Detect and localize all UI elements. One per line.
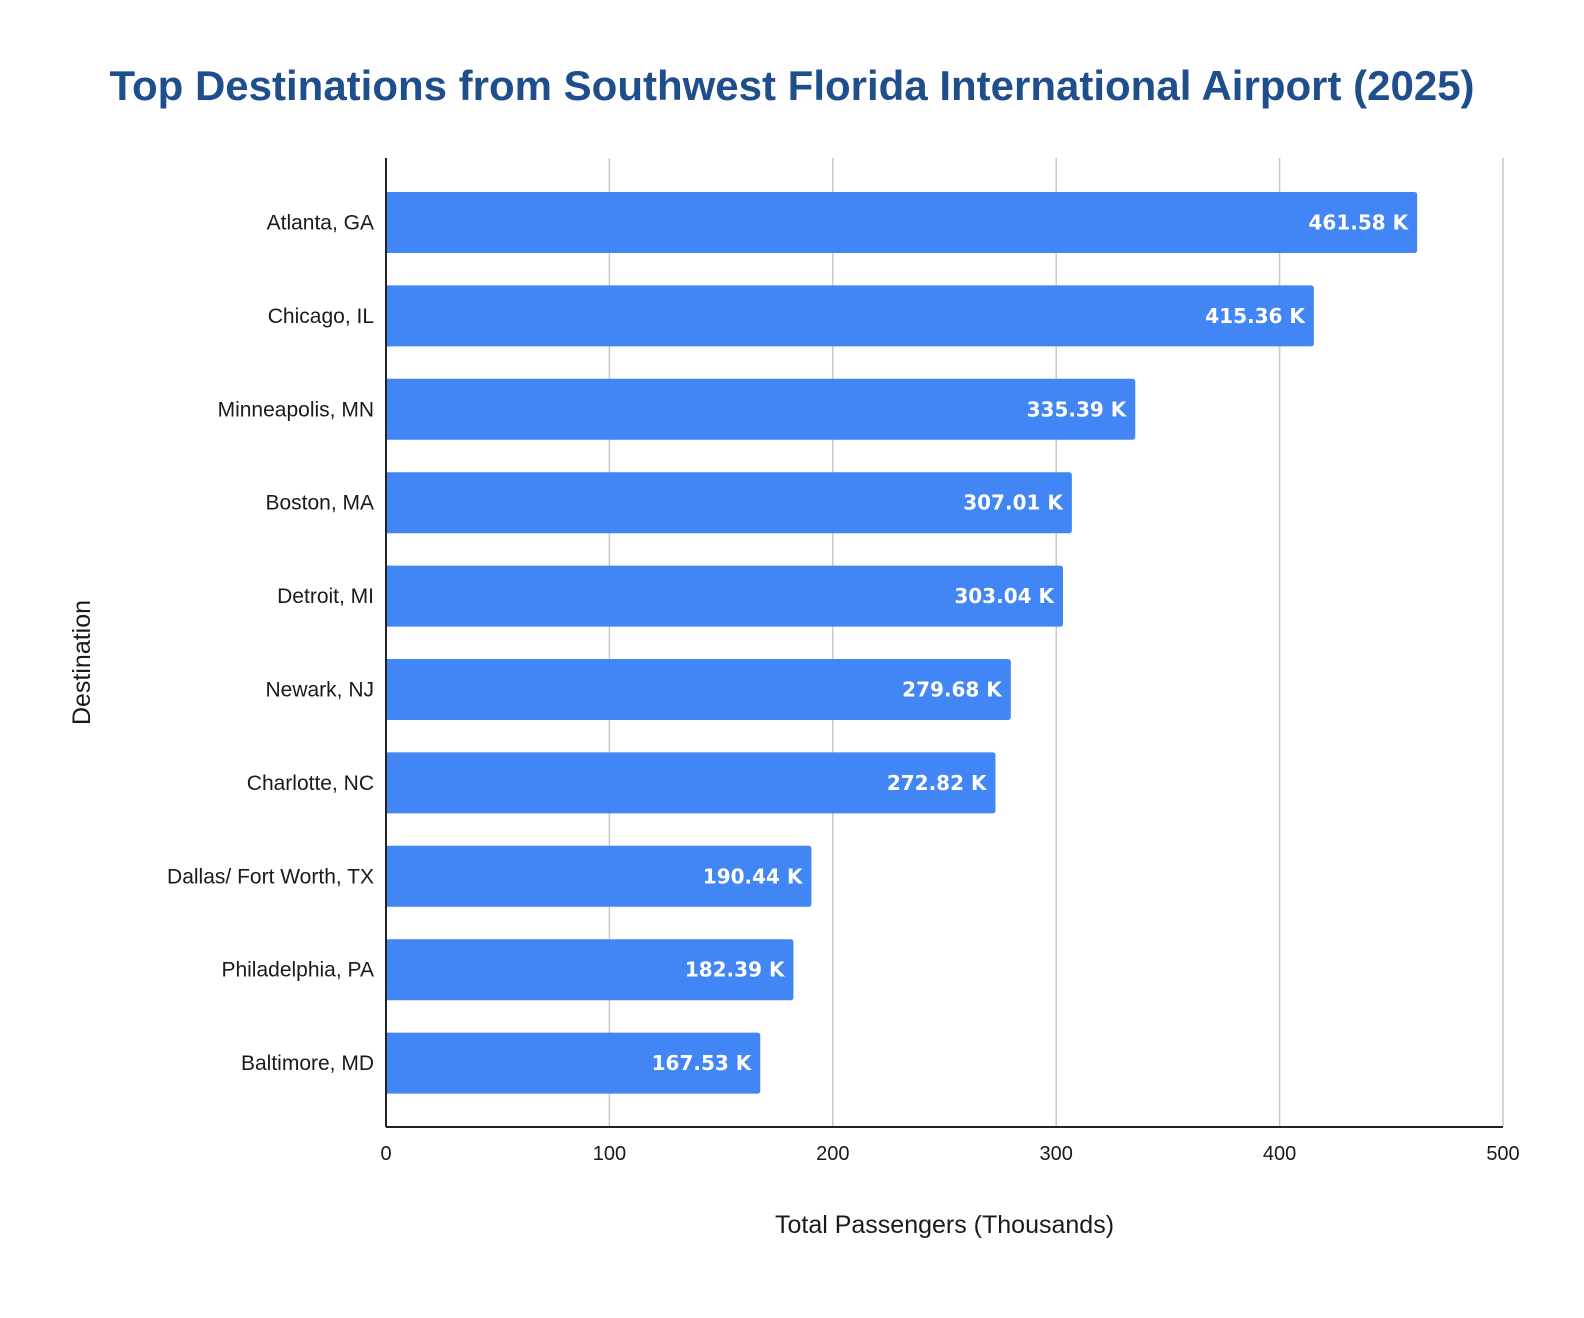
bar-baltimore-md (386, 1032, 761, 1094)
category-label-minneapolis-mn: Minneapolis, MN (218, 398, 374, 421)
data-label-detroit-mi: 303.04 K (954, 584, 1055, 608)
bar-detroit-mi (386, 565, 1063, 627)
bar-newark-nj (386, 659, 1011, 720)
x-tick-label-200: 200 (816, 1143, 849, 1165)
category-label-baltimore-md: Baltimore, MD (241, 1052, 374, 1075)
data-label-baltimore-md: 167.53 K (652, 1051, 753, 1075)
x-axis-title: Total Passengers (Thousands) (775, 1211, 1114, 1239)
category-label-charlotte-nc: Charlotte, NC (247, 772, 374, 795)
data-label-minneapolis-mn: 335.39 K (1027, 397, 1128, 421)
data-label-boston-ma: 307.01 K (963, 491, 1064, 515)
x-tick-label-400: 400 (1263, 1143, 1296, 1165)
bar-boston-ma (386, 472, 1072, 534)
bar-chicago-il (386, 285, 1314, 347)
bar-charlotte-nc (386, 752, 996, 814)
data-label-charlotte-nc: 272.82 K (887, 771, 988, 795)
data-label-philadelphia-pa: 182.39 K (685, 958, 786, 982)
bar-dallas-fort-worth-tx (386, 845, 812, 907)
y-axis-title: Destination (68, 600, 96, 725)
category-label-dallas-fort-worth-tx: Dallas/ Fort Worth, TX (167, 865, 374, 888)
y-category-labels: Atlanta, GA Chicago, IL Minneapolis, MN Bos… (167, 212, 374, 1076)
category-label-boston-ma: Boston, MA (265, 492, 374, 515)
data-label-atlanta-ga: 461.58 K (1309, 211, 1410, 235)
data-label-chicago-il: 415.36 K (1205, 304, 1306, 328)
chart-title: Top Destinations from Southwest Florida … (109, 62, 1475, 109)
x-tick-label-100: 100 (593, 1143, 626, 1165)
bars (386, 192, 1418, 1094)
data-labels: 461.58 K 415.36 K 335.39 K 307.01 K 303.04 K… (652, 211, 1410, 1076)
bar-atlanta-ga (386, 192, 1418, 253)
axes (385, 158, 1503, 1128)
bar-minneapolis-mn (386, 378, 1136, 440)
category-label-philadelphia-pa: Philadelphia, PA (221, 959, 374, 982)
x-tick-label-500: 500 (1486, 1143, 1519, 1165)
category-label-newark-nj: Newark, NJ (265, 679, 374, 702)
bar-philadelphia-pa (386, 939, 794, 1001)
x-tick-label-300: 300 (1040, 1143, 1073, 1165)
category-label-atlanta-ga: Atlanta, GA (267, 212, 374, 235)
category-label-chicago-il: Chicago, IL (268, 305, 374, 328)
data-label-newark-nj: 279.68 K (902, 678, 1003, 702)
data-label-dallas-fort-worth-tx: 190.44 K (703, 864, 804, 888)
x-tick-labels: 0 100 200 300 400 500 (380, 1143, 1519, 1165)
x-tick-label-0: 0 (380, 1143, 391, 1165)
category-label-detroit-mi: Detroit, MI (277, 585, 374, 608)
